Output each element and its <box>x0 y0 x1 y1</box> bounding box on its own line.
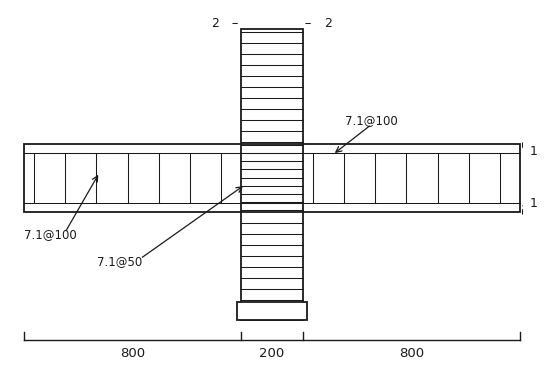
Bar <box>24 144 520 212</box>
Text: 2: 2 <box>325 16 332 30</box>
Text: 2: 2 <box>212 16 219 30</box>
Bar <box>241 28 303 320</box>
Text: 7.1@100: 7.1@100 <box>345 114 398 127</box>
Text: 200: 200 <box>259 347 285 359</box>
Bar <box>24 144 520 212</box>
Bar <box>237 302 307 320</box>
Text: 800: 800 <box>120 347 145 359</box>
Bar <box>241 28 303 320</box>
Text: 1: 1 <box>529 197 537 210</box>
Text: 1: 1 <box>529 145 537 159</box>
Text: 7.1@100: 7.1@100 <box>24 229 77 241</box>
Text: 800: 800 <box>399 347 424 359</box>
Text: 7.1@50: 7.1@50 <box>97 255 142 268</box>
